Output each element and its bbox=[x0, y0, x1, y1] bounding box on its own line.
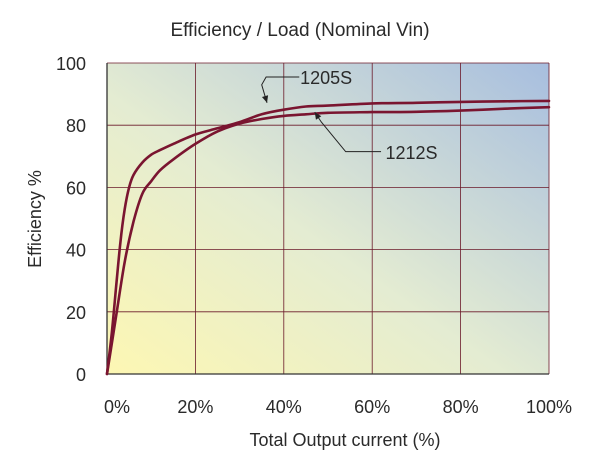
y-tick-label: 0 bbox=[76, 365, 86, 385]
y-tick-label: 100 bbox=[56, 54, 86, 74]
plot-background bbox=[107, 63, 549, 374]
callout-leader-1205s bbox=[261, 76, 300, 103]
grid-lines bbox=[107, 62, 550, 374]
x-axis-label: Total Output current (%) bbox=[249, 430, 440, 450]
x-tick-label: 60% bbox=[354, 397, 390, 417]
x-tick-label: 80% bbox=[443, 397, 479, 417]
axes bbox=[106, 63, 549, 375]
callout-arrowhead bbox=[314, 112, 322, 120]
tick-labels: 0 20 40 60 80 100 0% 20% 40% 60% 80% 100% bbox=[56, 54, 572, 417]
x-tick-label: 40% bbox=[266, 397, 302, 417]
callout-arrowhead bbox=[261, 95, 269, 103]
chart-title: Efficiency / Load (Nominal Vin) bbox=[170, 20, 429, 41]
y-tick-label: 80 bbox=[66, 116, 86, 136]
series-line-1205s bbox=[105, 99, 551, 376]
callout-label-1205s: 1205S bbox=[300, 68, 352, 88]
y-axis-label: Efficiency % bbox=[25, 170, 45, 268]
x-tick-label: 20% bbox=[177, 397, 213, 417]
x-tick-label: 100% bbox=[526, 397, 572, 417]
y-tick-label: 60 bbox=[66, 178, 86, 198]
y-tick-label: 40 bbox=[66, 241, 86, 261]
callout-label-1212s: 1212S bbox=[385, 143, 437, 163]
series-callouts: 1205S 1212S bbox=[261, 68, 438, 163]
series-line-1212s bbox=[105, 105, 551, 376]
series-lines bbox=[105, 99, 551, 376]
y-tick-label: 20 bbox=[66, 303, 86, 323]
x-tick-label: 0% bbox=[104, 397, 130, 417]
